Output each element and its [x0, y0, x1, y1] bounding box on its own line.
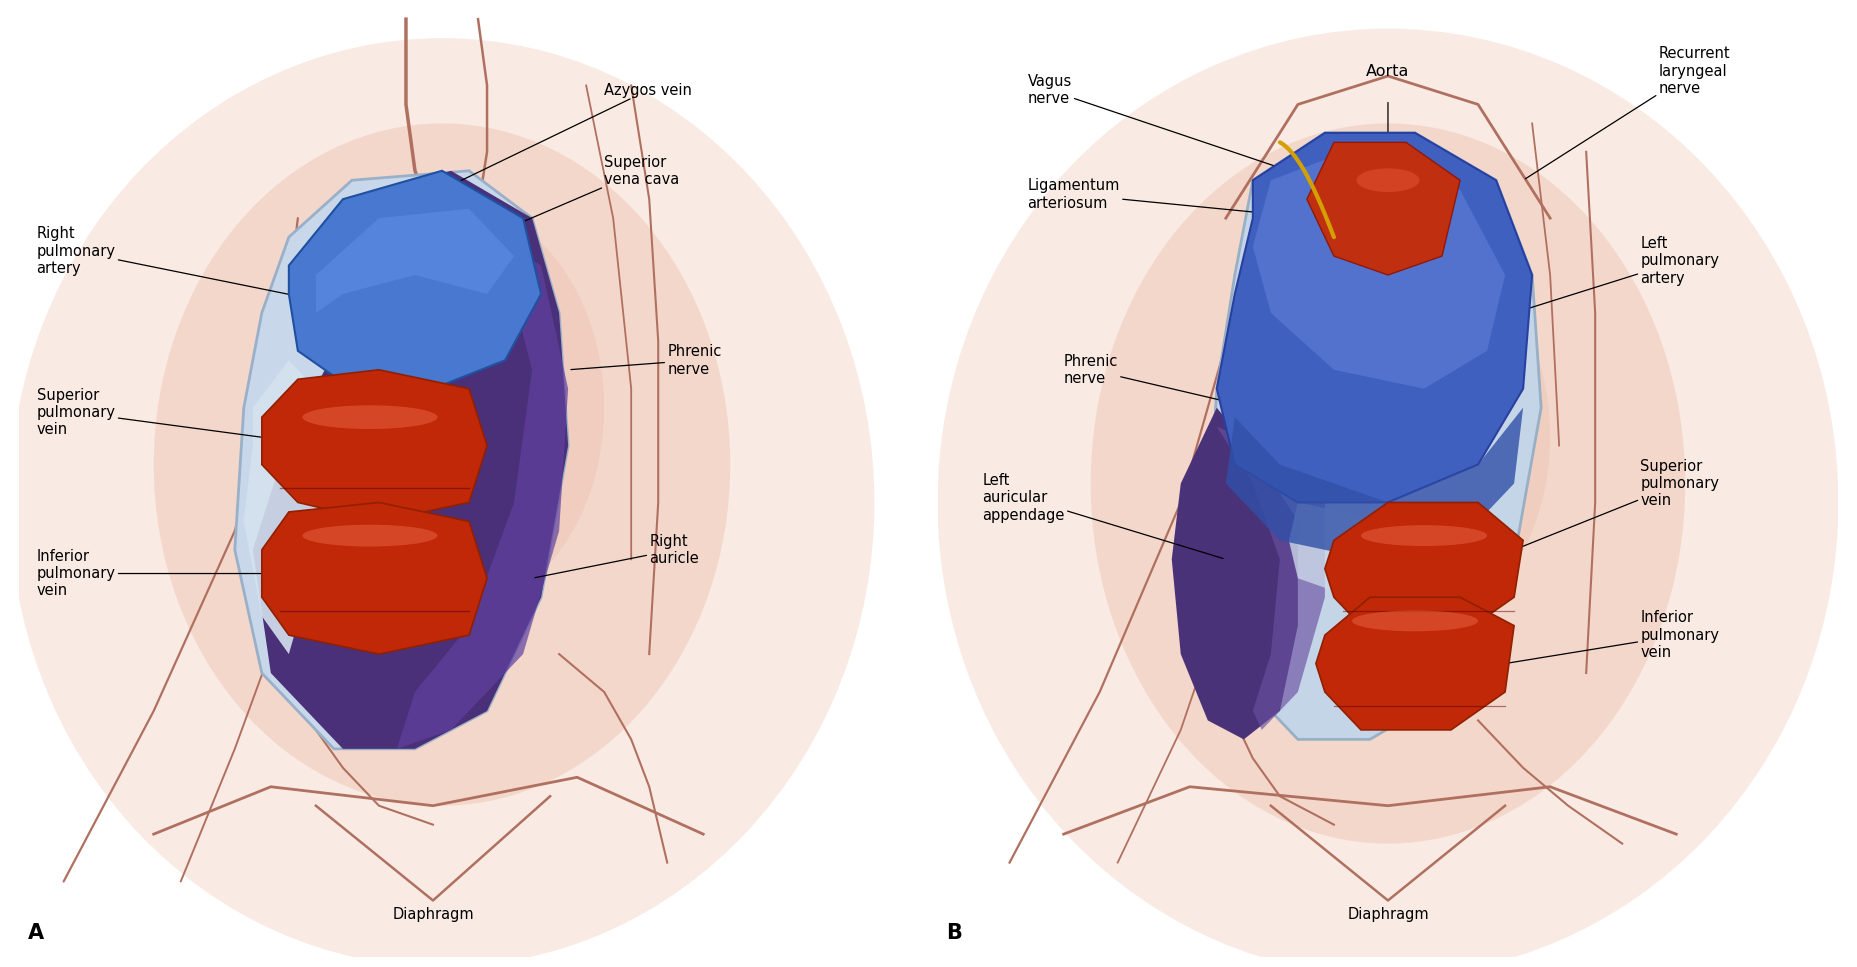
Polygon shape [1207, 132, 1541, 740]
Text: B: B [947, 923, 962, 943]
Text: Left
pulmonary
artery: Left pulmonary artery [1517, 236, 1720, 312]
Text: Superior
pulmonary
vein: Superior pulmonary vein [1517, 458, 1720, 549]
Ellipse shape [1361, 525, 1487, 546]
Polygon shape [234, 171, 568, 748]
Text: Aorta: Aorta [1367, 64, 1409, 78]
Ellipse shape [280, 199, 604, 616]
Polygon shape [262, 503, 487, 654]
Polygon shape [1216, 132, 1532, 503]
Polygon shape [243, 361, 334, 654]
Ellipse shape [154, 124, 730, 806]
Polygon shape [1172, 408, 1298, 740]
Ellipse shape [1356, 168, 1419, 192]
Ellipse shape [1090, 124, 1686, 843]
Polygon shape [262, 369, 487, 521]
Ellipse shape [303, 405, 438, 429]
Text: Superior
vena cava: Superior vena cava [490, 155, 680, 236]
Text: Phrenic
nerve: Phrenic nerve [570, 344, 722, 376]
Polygon shape [253, 171, 568, 748]
Polygon shape [1226, 408, 1523, 559]
Text: Inferior
pulmonary
vein: Inferior pulmonary vein [1508, 610, 1720, 663]
Ellipse shape [938, 29, 1838, 967]
Text: Right
pulmonary
artery: Right pulmonary artery [37, 226, 331, 303]
Polygon shape [1253, 142, 1504, 389]
Ellipse shape [1226, 227, 1551, 645]
Ellipse shape [303, 525, 438, 546]
Ellipse shape [1352, 610, 1478, 631]
Text: Inferior
pulmonary
vein: Inferior pulmonary vein [37, 548, 277, 599]
Text: Diaphragm: Diaphragm [1346, 907, 1428, 923]
Polygon shape [1289, 503, 1497, 598]
Polygon shape [1307, 142, 1460, 275]
Text: Recurrent
laryngeal
nerve: Recurrent laryngeal nerve [1525, 46, 1731, 179]
Text: A: A [28, 923, 45, 943]
Text: Azygos vein: Azygos vein [444, 83, 693, 189]
Text: Left
auricular
appendage: Left auricular appendage [982, 473, 1224, 559]
Text: Right
auricle: Right auricle [535, 534, 698, 577]
Text: Vagus
nerve: Vagus nerve [1027, 74, 1287, 170]
Polygon shape [1216, 426, 1324, 730]
Polygon shape [316, 209, 514, 313]
Polygon shape [1317, 598, 1513, 730]
Text: Diaphragm: Diaphragm [392, 907, 474, 923]
Text: Phrenic
nerve: Phrenic nerve [1064, 354, 1250, 407]
Polygon shape [1324, 503, 1523, 635]
Text: Superior
pulmonary
vein: Superior pulmonary vein [37, 388, 286, 441]
Text: Ligamentum
arteriosum: Ligamentum arteriosum [1027, 178, 1313, 218]
Polygon shape [290, 171, 540, 389]
Ellipse shape [9, 38, 875, 967]
Polygon shape [397, 219, 568, 748]
